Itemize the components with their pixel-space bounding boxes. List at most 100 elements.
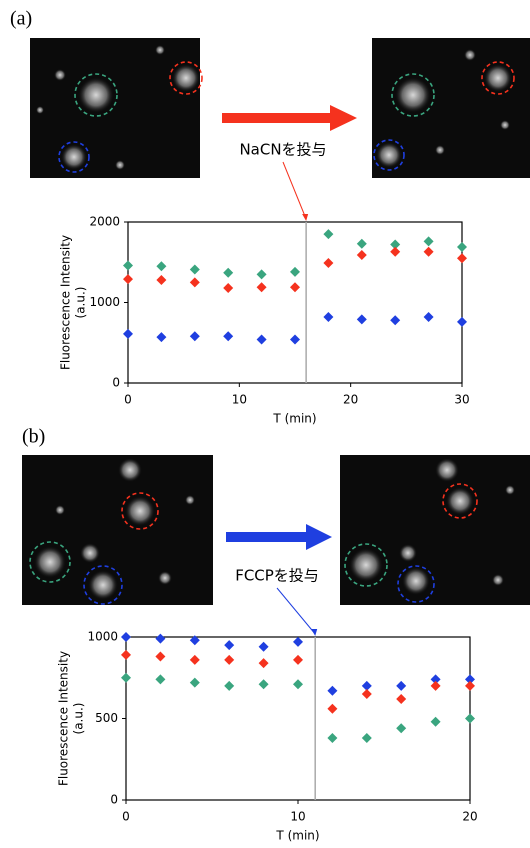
data-point (256, 269, 267, 280)
cell (446, 487, 474, 515)
data-point (156, 261, 167, 272)
cell (349, 548, 383, 582)
roi-circle (58, 141, 90, 173)
roi-circle (397, 565, 435, 603)
data-point (189, 654, 200, 665)
data-point (430, 674, 441, 685)
data-point (258, 679, 269, 690)
data-point (121, 632, 131, 642)
cell (78, 77, 114, 113)
data-point (396, 693, 407, 704)
data-point (123, 328, 133, 339)
roi-circle (29, 541, 71, 583)
micrograph (22, 455, 213, 605)
data-point (155, 674, 166, 685)
data-point (323, 229, 334, 240)
micrographs-a (30, 38, 530, 178)
data-point (290, 334, 300, 345)
data-point (123, 260, 133, 271)
plot-area (127, 221, 463, 384)
x-axis-label: T (min) (272, 412, 316, 426)
data-point (423, 246, 434, 257)
data-point (430, 680, 441, 691)
data-point (223, 283, 234, 294)
pointer-head (311, 629, 318, 636)
data-point (361, 689, 372, 700)
arrow (226, 524, 332, 550)
y-tick-label: 2000 (89, 215, 120, 229)
annotation: NaCNを投与 (239, 141, 326, 159)
data-point (189, 677, 200, 688)
data-point (423, 311, 434, 322)
data-point (396, 680, 407, 691)
data-point (361, 733, 372, 744)
data-point (224, 654, 235, 665)
cell (155, 45, 165, 55)
data-point (123, 274, 133, 285)
data-point (457, 241, 467, 252)
x-axis-label: T (min) (275, 829, 319, 843)
data-point (327, 733, 338, 744)
roi-circle (373, 139, 405, 171)
data-point (390, 246, 401, 257)
cell (36, 106, 44, 114)
cell (54, 69, 66, 81)
data-point (121, 672, 131, 683)
data-point (361, 680, 372, 691)
x-tick-label: 10 (290, 810, 305, 824)
data-point (223, 331, 234, 342)
data-point (258, 658, 269, 669)
x-tick-label: 0 (124, 393, 132, 407)
cell (395, 77, 431, 113)
cell (399, 544, 417, 562)
x-tick-label: 10 (232, 393, 247, 407)
data-point (290, 266, 300, 277)
cell (80, 543, 100, 563)
panel-label: (b) (22, 426, 45, 448)
y-tick-label: 1000 (89, 295, 120, 309)
data-point (465, 674, 475, 685)
y-tick-label: 0 (112, 376, 120, 390)
cell (500, 120, 510, 130)
data-point (121, 649, 131, 660)
data-point (224, 680, 235, 691)
cell (115, 160, 125, 170)
x-tick-label: 20 (462, 810, 477, 824)
roi-circle (442, 483, 478, 519)
arrow (222, 105, 357, 131)
data-point (356, 314, 367, 325)
data-point (156, 332, 167, 343)
cell (492, 574, 504, 586)
roi-circle (344, 543, 388, 587)
data-point (390, 315, 401, 326)
data-point (465, 680, 475, 691)
cell (34, 546, 66, 578)
cell (464, 49, 476, 61)
data-point (224, 640, 235, 651)
data-point (323, 311, 334, 322)
cell (185, 495, 195, 505)
data-point (293, 636, 303, 647)
cell (402, 567, 430, 595)
data-point (189, 264, 200, 275)
data-point (457, 316, 467, 327)
data-point (430, 716, 441, 727)
annotation-pointer (276, 587, 316, 635)
data-point (223, 267, 234, 278)
cell (88, 570, 118, 600)
roi-circle (83, 565, 123, 605)
pointer-head (302, 214, 309, 221)
cell (158, 571, 172, 585)
data-point (327, 703, 338, 714)
x-tick-label: 30 (454, 393, 469, 407)
data-point (356, 238, 367, 249)
data-point (258, 641, 269, 652)
roi-circle (169, 61, 203, 95)
data-point (323, 258, 334, 269)
data-point (396, 723, 407, 734)
data-point (156, 274, 167, 285)
cell (376, 142, 402, 168)
data-point (423, 236, 434, 247)
y-axis-label: (a.u.) (74, 287, 88, 319)
